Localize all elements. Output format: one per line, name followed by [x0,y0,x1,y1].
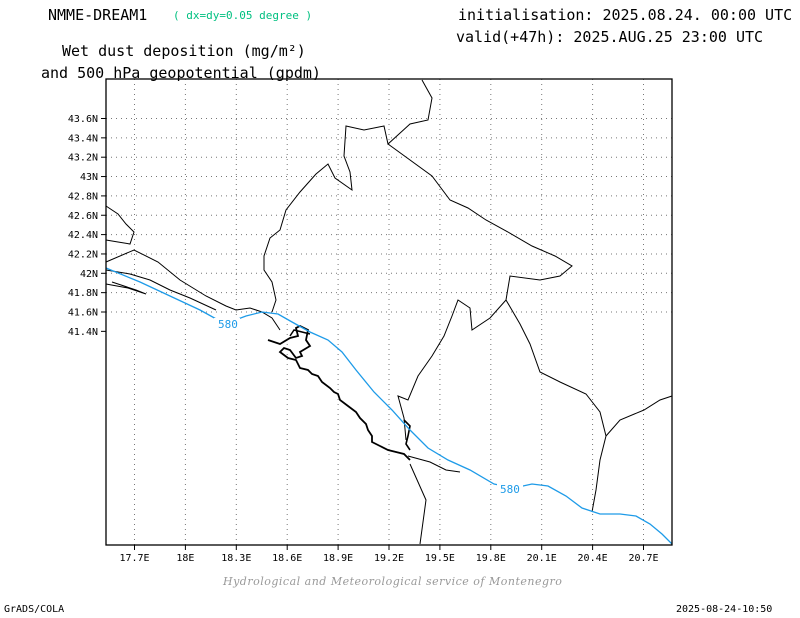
lon-label: 20.7E [628,553,658,564]
timestamp-label: 2025-08-24-10:50 [676,604,773,615]
contour-label-2: 580 [500,483,520,496]
lat-label: 41.8N [68,288,98,299]
grid [106,79,672,545]
lat-label: 42.4N [68,230,98,241]
resolution-label: ( dx=dy=0.05 degree ) [173,9,313,22]
lat-label: 43.2N [68,153,98,164]
coast-peninsula [105,281,147,295]
border-north [263,79,433,313]
coastline [267,324,411,461]
country-borders [105,79,673,545]
border-serbia [387,143,573,441]
valid-time: valid(+47h): 2025.AUG.25 23:00 UTC [456,28,764,46]
lon-label: 17.7E [119,553,149,564]
lat-label: 41.4N [68,327,98,338]
lat-label: 43N [80,172,98,183]
lat-label: 42.2N [68,249,98,260]
lon-label: 19.2E [374,553,404,564]
latitude-labels: 43.6N 43.4N 43.2N 43N 42.8N 42.6N 42.4N 42.2N 42… [68,114,106,338]
lon-label: 20.4E [578,553,608,564]
lat-label: 41.6N [68,308,98,319]
software-label: GrADS/COLA [4,604,65,615]
lon-label: 20.1E [527,553,557,564]
credit-line: Hydrological and Meteorological service … [223,575,563,588]
lat-label: 43.6N [68,114,98,125]
variable-title-line2: and 500 hPa geopotential (gpdm) [41,64,321,82]
border-macedonia [605,395,673,437]
lat-label: 42.6N [68,211,98,222]
lat-label: 42N [80,269,98,280]
lon-label: 18.9E [323,553,353,564]
map-frame [105,78,673,546]
lake-shore [403,419,411,451]
border-croatia [105,249,281,331]
init-time: initialisation: 2025.08.24. 00:00 UTC [458,6,793,24]
coastline-inner [289,329,311,337]
lat-label: 43.4N [68,133,98,144]
border-albania-south [407,455,461,473]
lat-label: 42.8N [68,191,98,202]
lon-label: 18.6E [272,553,302,564]
contour-label-1: 580 [218,318,238,331]
border-bosnia-coast [105,205,135,245]
variable-title-line1: Wet dust deposition (mg/m²) [62,42,306,60]
border-kosovo [505,299,607,513]
lon-label: 18E [176,553,194,564]
lon-label: 18.3E [221,553,251,564]
model-name: NMME-DREAM1 [48,6,148,24]
border-albania-west [409,463,427,545]
lon-label: 19.5E [425,553,455,564]
longitude-labels: 17.7E 18E 18.3E 18.6E 18.9E 19.2E 19.5E 19.8E 20… [119,545,659,564]
lon-label: 19.8E [476,553,506,564]
border-tomb [105,269,217,311]
